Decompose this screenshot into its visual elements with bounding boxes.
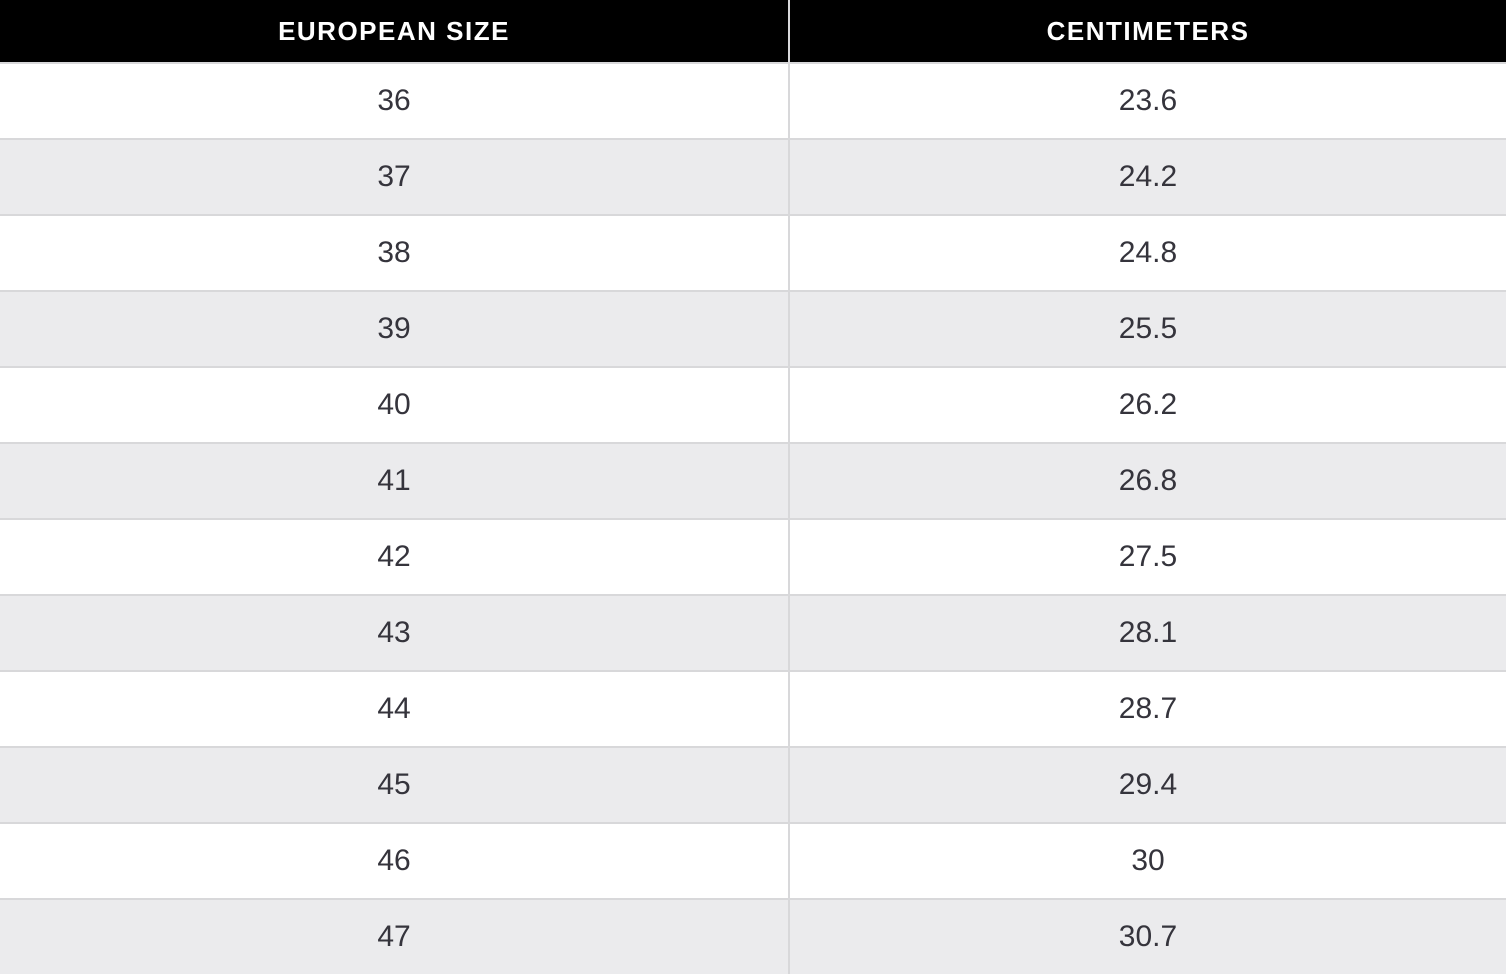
table-row: 47 30.7 bbox=[0, 898, 1506, 974]
cell-european-size: 39 bbox=[0, 290, 789, 367]
cell-european-size: 41 bbox=[0, 442, 789, 519]
table-row: 42 27.5 bbox=[0, 518, 1506, 595]
cell-european-size: 40 bbox=[0, 366, 789, 443]
table-row: 46 30 bbox=[0, 822, 1506, 899]
column-header-european-size: EUROPEAN SIZE bbox=[0, 0, 789, 63]
cell-european-size: 46 bbox=[0, 822, 789, 899]
cell-european-size: 37 bbox=[0, 138, 789, 215]
cell-centimeters: 28.1 bbox=[788, 594, 1506, 671]
table-row: 45 29.4 bbox=[0, 746, 1506, 823]
cell-centimeters: 29.4 bbox=[788, 746, 1506, 823]
table-header-row: EUROPEAN SIZE CENTIMETERS bbox=[0, 0, 1506, 63]
cell-european-size: 44 bbox=[0, 670, 789, 747]
table-row: 38 24.8 bbox=[0, 214, 1506, 291]
cell-centimeters: 23.6 bbox=[788, 62, 1506, 139]
cell-centimeters: 30 bbox=[788, 822, 1506, 899]
cell-centimeters: 25.5 bbox=[788, 290, 1506, 367]
column-header-centimeters: CENTIMETERS bbox=[788, 0, 1506, 63]
cell-centimeters: 30.7 bbox=[788, 898, 1506, 974]
table-row: 43 28.1 bbox=[0, 594, 1506, 671]
cell-european-size: 36 bbox=[0, 62, 789, 139]
table-row: 40 26.2 bbox=[0, 366, 1506, 443]
cell-centimeters: 26.2 bbox=[788, 366, 1506, 443]
cell-european-size: 47 bbox=[0, 898, 789, 974]
cell-centimeters: 24.2 bbox=[788, 138, 1506, 215]
cell-european-size: 45 bbox=[0, 746, 789, 823]
cell-european-size: 38 bbox=[0, 214, 789, 291]
cell-european-size: 43 bbox=[0, 594, 789, 671]
table-row: 39 25.5 bbox=[0, 290, 1506, 367]
cell-european-size: 42 bbox=[0, 518, 789, 595]
table-row: 44 28.7 bbox=[0, 670, 1506, 747]
table-row: 41 26.8 bbox=[0, 442, 1506, 519]
cell-centimeters: 24.8 bbox=[788, 214, 1506, 291]
cell-centimeters: 26.8 bbox=[788, 442, 1506, 519]
cell-centimeters: 28.7 bbox=[788, 670, 1506, 747]
table-body: 36 23.6 37 24.2 38 24.8 39 25.5 40 26.2 41 26.8 42 27… bbox=[0, 62, 1506, 974]
table-row: 37 24.2 bbox=[0, 138, 1506, 215]
cell-centimeters: 27.5 bbox=[788, 518, 1506, 595]
table-row: 36 23.6 bbox=[0, 62, 1506, 139]
